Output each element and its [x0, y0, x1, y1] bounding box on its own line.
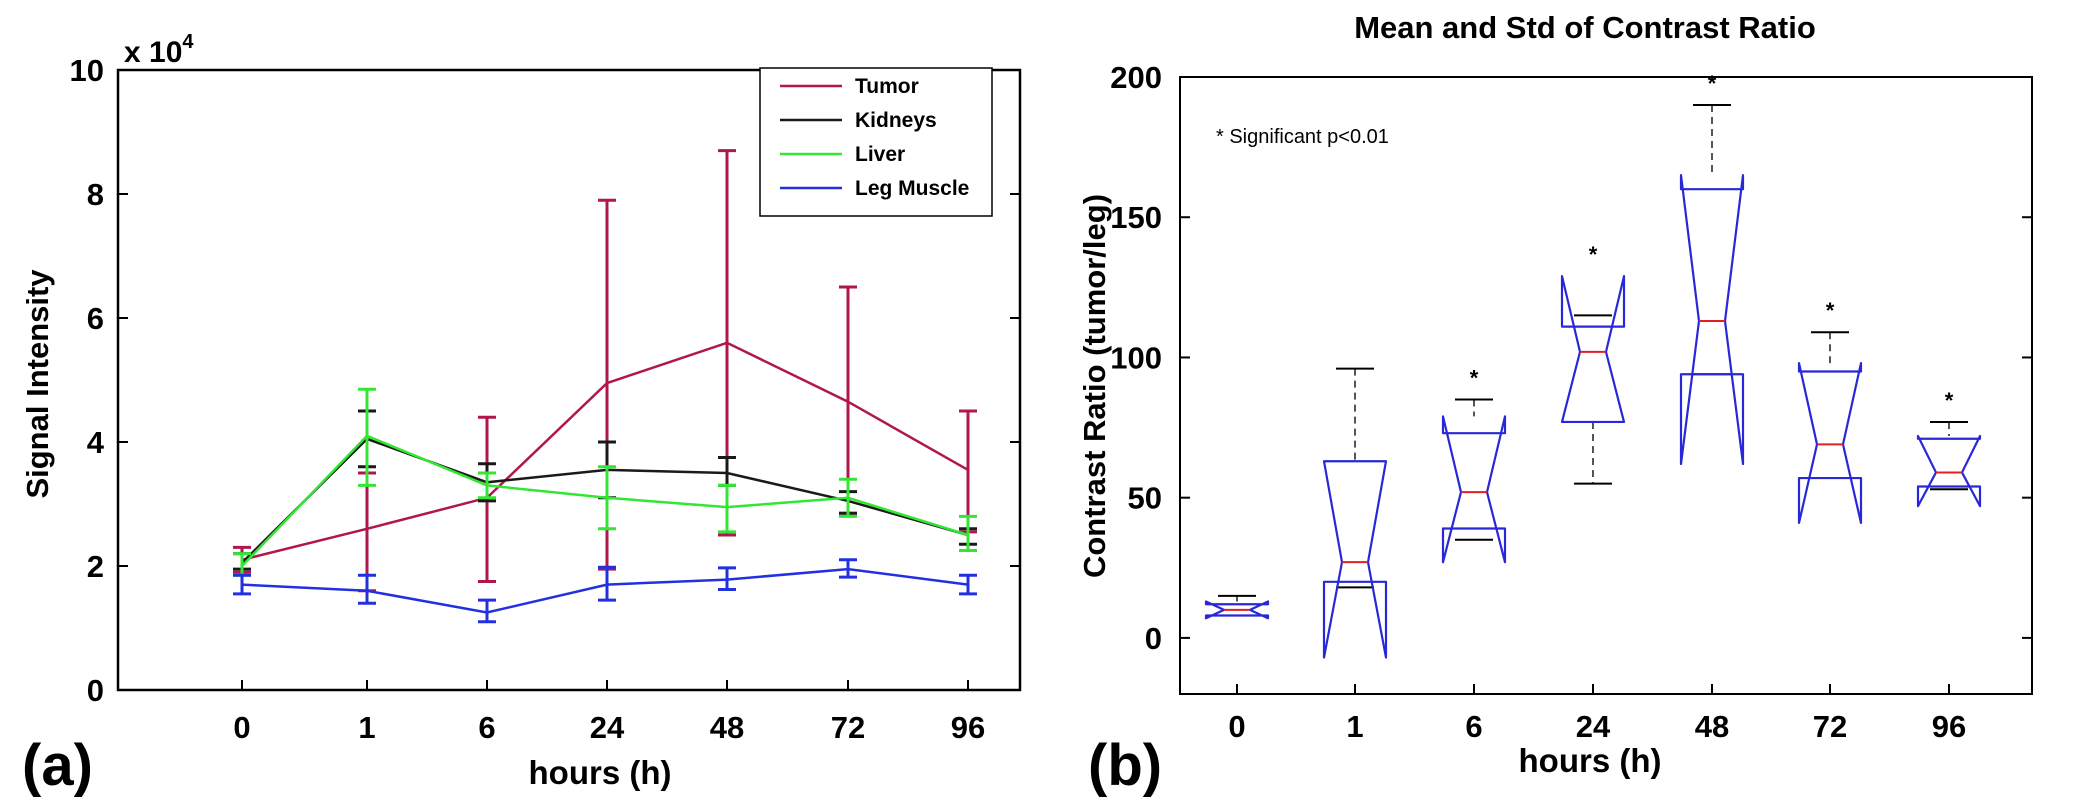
- x-tick-label: 24: [1576, 709, 1611, 744]
- x-tick-label: 0: [233, 710, 250, 745]
- box-plot-24h: *: [1560, 242, 1626, 485]
- notched-box: [1560, 275, 1626, 424]
- panel-b-y-ticks: 0 50 100 150 200: [1110, 60, 2032, 656]
- panel-a-x-axis-label: hours (h): [529, 754, 672, 791]
- notched-box: [1916, 434, 1982, 508]
- y-tick-label: 0: [87, 673, 104, 708]
- panel-b: Mean and Std of Contrast Ratio 0 50 100 150…: [1077, 10, 2033, 798]
- x-tick-label: 6: [1465, 709, 1482, 744]
- y-tick-label: 0: [1145, 621, 1162, 656]
- panel-b-label: (b): [1088, 733, 1162, 798]
- y-tick-label: 4: [87, 425, 105, 460]
- y-tick-label: 8: [87, 177, 104, 212]
- panel-a-y-ticks: 0 2 4 6 8 10: [70, 53, 1020, 708]
- x-tick-label: 1: [1346, 709, 1363, 744]
- box-plot-0h: [1204, 594, 1270, 620]
- x-tick-label: 24: [590, 710, 625, 745]
- panel-b-boxes: * * * * *: [1204, 71, 1982, 659]
- x-tick-label: 1: [358, 710, 375, 745]
- y-tick-label: 2: [87, 549, 104, 584]
- legend-entry: Liver: [855, 143, 905, 166]
- box-plot-48h: *: [1679, 71, 1745, 466]
- y-tick-label: 200: [1110, 60, 1162, 95]
- box-plot-1h: [1322, 367, 1388, 659]
- significance-star: *: [1826, 298, 1835, 323]
- panel-b-x-axis-label: hours (h): [1519, 742, 1662, 779]
- y-tick-label: 6: [87, 301, 104, 336]
- significance-star: *: [1470, 366, 1479, 391]
- panel-a-label: (a): [22, 733, 93, 798]
- notched-box: [1204, 600, 1270, 620]
- y-tick-label: 100: [1110, 340, 1162, 375]
- series-liver: [233, 387, 977, 577]
- legend-entry: Leg Muscle: [855, 177, 969, 200]
- legend-entry: Tumor: [855, 75, 919, 98]
- notched-box: [1679, 174, 1745, 466]
- panel-b-y-axis-label: Contrast Ratio (tumor/leg): [1077, 194, 1112, 578]
- significance-star: *: [1708, 71, 1717, 96]
- significance-star: *: [1589, 242, 1598, 267]
- box-plot-96h: *: [1916, 388, 1982, 508]
- panel-b-x-ticks: 0 1 6 24 48 72 96: [1228, 684, 1966, 744]
- x-tick-label: 96: [1932, 709, 1966, 744]
- panel-b-plot-frame: [1179, 76, 2033, 695]
- panel-a-series: [233, 149, 977, 624]
- x-tick-label: 72: [1813, 709, 1847, 744]
- panel-a-legend: Tumor Kidneys Liver Leg Muscle: [759, 67, 993, 217]
- y-tick-label: 50: [1128, 481, 1162, 516]
- box-plot-6h: *: [1441, 366, 1507, 564]
- series-line: [241, 434, 969, 567]
- series-leg-muscle: [233, 558, 977, 624]
- x-tick-label: 72: [831, 710, 865, 745]
- series-line: [241, 567, 969, 614]
- notched-box: [1797, 361, 1863, 525]
- significance-note: * Significant p<0.01: [1216, 126, 1389, 148]
- panel-a-y-multiplier: x 104: [124, 31, 194, 69]
- notched-box: [1441, 415, 1507, 564]
- x-tick-label: 48: [710, 710, 744, 745]
- box-plot-72h: *: [1797, 298, 1863, 525]
- x-tick-label: 96: [951, 710, 985, 745]
- x-tick-label: 0: [1228, 709, 1245, 744]
- panel-a-y-axis-label: Signal Intensity: [20, 269, 55, 499]
- y-tick-label: 10: [70, 53, 104, 88]
- series-line: [241, 341, 969, 562]
- y-tick-label: 150: [1110, 200, 1162, 235]
- significance-star: *: [1945, 388, 1954, 413]
- x-tick-label: 6: [478, 710, 495, 745]
- legend-box: [759, 67, 993, 217]
- panel-b-title: Mean and Std of Contrast Ratio: [1354, 10, 1816, 45]
- legend-entry: Kidneys: [855, 109, 937, 132]
- x-tick-label: 48: [1695, 709, 1729, 744]
- panel-a-x-ticks: 0 1 6 24 48 72 96: [233, 680, 985, 745]
